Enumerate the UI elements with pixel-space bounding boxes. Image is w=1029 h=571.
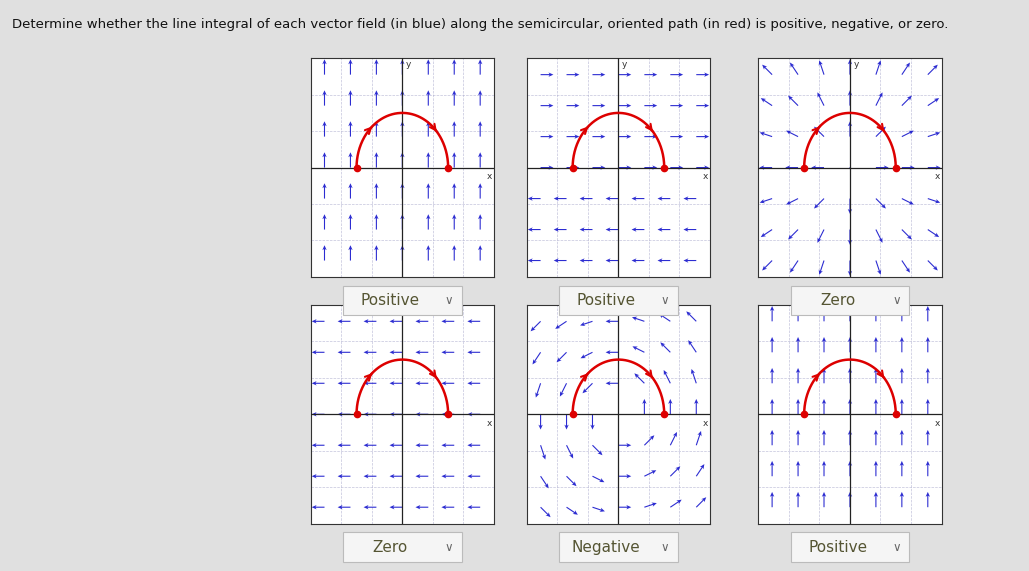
Text: ∨: ∨ [892,294,901,307]
Text: ∨: ∨ [661,541,670,553]
Text: x: x [703,419,708,428]
Text: y: y [406,307,412,316]
Text: y: y [623,307,628,316]
Text: Positive: Positive [360,293,420,308]
Text: x: x [934,172,939,181]
Text: Negative: Negative [572,540,640,554]
Text: ∨: ∨ [445,294,454,307]
Text: Positive: Positive [808,540,867,554]
Text: y: y [854,61,859,70]
Text: Zero: Zero [820,293,855,308]
Text: ∨: ∨ [661,294,670,307]
Text: Determine whether the line integral of each vector field (in blue) along the sem: Determine whether the line integral of e… [12,18,949,31]
Text: ∨: ∨ [445,541,454,553]
Text: y: y [854,307,859,316]
Text: x: x [487,172,492,181]
Text: y: y [406,61,412,70]
Text: x: x [703,172,708,181]
Text: Zero: Zero [372,540,407,554]
Text: x: x [934,419,939,428]
Text: x: x [487,419,492,428]
Text: Positive: Positive [576,293,636,308]
Text: ∨: ∨ [892,541,901,553]
Text: y: y [623,61,628,70]
